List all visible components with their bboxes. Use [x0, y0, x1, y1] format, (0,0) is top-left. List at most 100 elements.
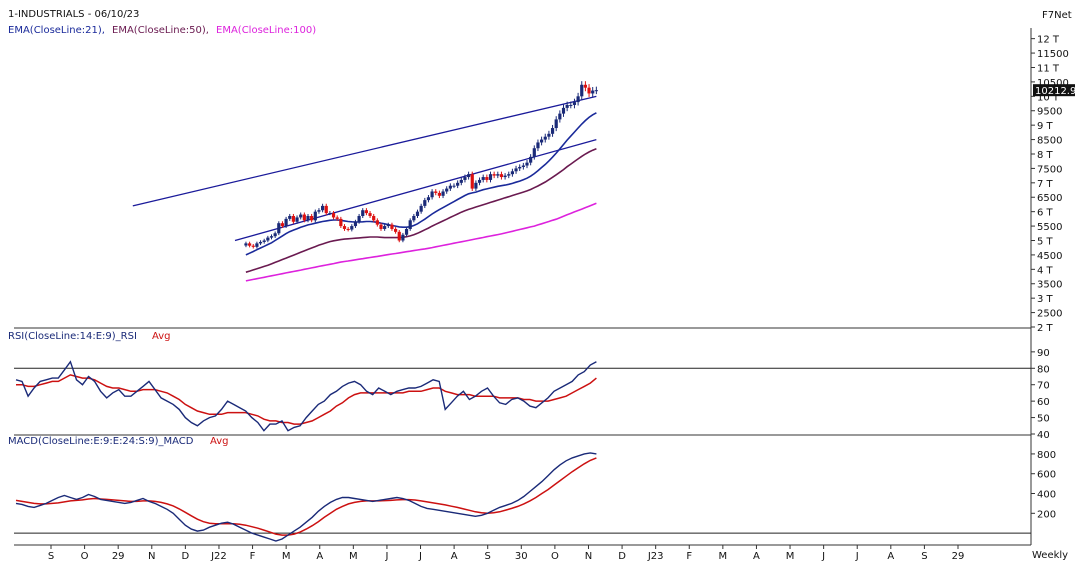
candle — [368, 213, 372, 216]
candle — [269, 236, 274, 238]
candle — [496, 174, 500, 176]
macd-y-tick-label: 200 — [1037, 509, 1056, 520]
x-tick-label: J — [821, 551, 825, 562]
x-tick-label: J — [384, 551, 388, 562]
candle — [572, 102, 577, 105]
price-y-tick-label: 8500 — [1037, 136, 1062, 147]
last-price-label: 10212.9 — [1035, 86, 1076, 97]
candle — [350, 226, 354, 230]
candle — [558, 113, 562, 120]
candle — [576, 96, 580, 103]
candles — [244, 81, 598, 249]
price-y-tick-label: 3500 — [1037, 280, 1062, 291]
candle — [310, 215, 314, 221]
ema21-line — [245, 112, 597, 256]
candle — [463, 177, 467, 180]
candle — [587, 87, 591, 94]
rsi-y-tick-label: 50 — [1037, 414, 1050, 425]
candle — [532, 148, 536, 157]
candle — [419, 205, 423, 212]
candle — [525, 162, 529, 166]
candle — [550, 128, 555, 134]
x-tick-label: J22 — [210, 551, 227, 562]
candle — [481, 177, 485, 180]
candle — [540, 139, 544, 143]
macd-avg-line — [15, 457, 597, 536]
x-tick-label: S — [921, 551, 927, 562]
x-tick-label: J — [855, 551, 859, 562]
candle — [383, 226, 387, 229]
candle — [306, 215, 310, 221]
candle — [262, 240, 266, 242]
candle — [514, 168, 518, 172]
candle — [299, 214, 303, 218]
macd-y-tick-label: 800 — [1037, 450, 1056, 461]
price-y-tick-label: 5500 — [1037, 222, 1062, 233]
candle — [445, 188, 449, 192]
candle — [470, 174, 474, 189]
price-y-tick-label: 4500 — [1037, 251, 1062, 262]
rsi-avg-legend: Avg — [152, 331, 171, 342]
price-y-tick-label: 3 T — [1037, 294, 1054, 305]
candle — [423, 200, 427, 206]
candle — [529, 156, 533, 163]
price-y-tick-label: 10 T — [1037, 92, 1060, 103]
macd-line — [15, 452, 597, 542]
candle — [353, 221, 358, 227]
candle — [335, 217, 339, 219]
ema-legend: EMA(CloseLine:21), EMA(CloseLine:50), EM… — [8, 25, 316, 36]
price-y-tick-label: 8 T — [1037, 150, 1054, 161]
last-price-box — [1033, 84, 1075, 97]
x-tick-label: 29 — [952, 551, 965, 562]
candle — [536, 142, 540, 149]
candle — [404, 228, 409, 235]
candle — [324, 205, 328, 214]
candle — [244, 243, 248, 246]
candle — [390, 224, 394, 229]
x-tick-label: A — [887, 551, 894, 562]
x-tick-label: M — [786, 551, 795, 562]
price-y-tick-label: 2 T — [1037, 323, 1054, 334]
candle — [580, 84, 584, 97]
candle — [379, 224, 383, 229]
candle — [543, 136, 547, 140]
candle — [518, 166, 522, 169]
rsi-legend: RSI(CloseLine:14:E:9)_RSI — [8, 331, 137, 342]
rsi-y-tick-label: 90 — [1037, 348, 1050, 359]
price-y-tick-label: 10500 — [1037, 78, 1069, 89]
x-axis: S O 29 N D J22 F M A M J J A S 30 O N D J23 F M A M J J A S 29 — [48, 545, 965, 562]
candle — [346, 228, 350, 230]
x-tick-label: M — [349, 551, 358, 562]
trendline — [234, 138, 597, 242]
x-tick-label: O — [551, 551, 559, 562]
candle — [426, 197, 431, 201]
candle — [485, 177, 489, 180]
periodicity-label: Weekly — [1032, 550, 1068, 561]
price-y-tick-label: 2500 — [1037, 309, 1062, 320]
candle — [561, 107, 566, 114]
candle — [467, 174, 471, 178]
macd-y-axis: 800 600 400 200 — [1031, 450, 1056, 520]
price-y-tick-label: 4 T — [1037, 265, 1054, 276]
price-y-tick-label: 7500 — [1037, 164, 1062, 175]
x-tick-label: D — [182, 551, 190, 562]
candle — [372, 215, 376, 221]
ema21-legend: EMA(CloseLine:21), — [8, 25, 105, 36]
price-y-tick-label: 7 T — [1037, 179, 1054, 190]
x-tick-label: A — [451, 551, 458, 562]
candle — [554, 119, 558, 129]
candle — [342, 226, 347, 229]
candle — [266, 237, 270, 241]
candle — [412, 215, 416, 221]
candle — [328, 213, 332, 215]
rsi-lines — [14, 360, 1031, 432]
candle — [434, 191, 438, 193]
ema100-legend: EMA(CloseLine:100) — [216, 25, 316, 36]
rsi-y-axis: 90 80 70 60 50 40 — [1031, 348, 1050, 441]
ema-lines — [245, 112, 597, 282]
rsi-y-tick-label: 80 — [1037, 364, 1050, 375]
candle — [503, 175, 507, 178]
candle — [408, 220, 412, 229]
candle — [313, 211, 317, 221]
candle — [280, 223, 285, 227]
